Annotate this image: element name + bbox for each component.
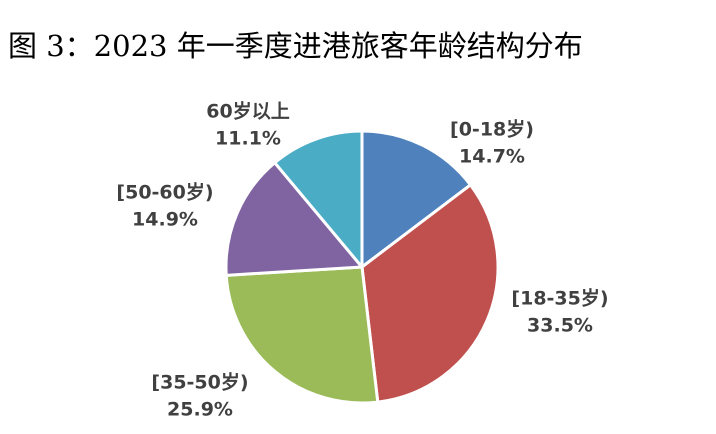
pie-slice [224, 265, 380, 405]
chart-title: 图 3：2023 年一季度进港旅客年龄结构分布 [8, 29, 583, 63]
slice-value-label: 33.5% [527, 315, 593, 337]
slice-value-label: 25.9% [167, 399, 233, 421]
slice-label: [0-18岁) [450, 118, 534, 141]
slice-label: [18-35岁) [511, 287, 608, 310]
slice-label: 60岁以上 [206, 100, 289, 123]
slice-value-label: 11.1% [215, 128, 281, 150]
pie-slice [273, 129, 364, 269]
slice-label: [35-50岁) [151, 371, 248, 394]
pie-slice [224, 161, 364, 277]
slice-label: [50-60岁) [116, 181, 213, 204]
slice-value-label: 14.9% [132, 209, 198, 231]
pie-slice [360, 183, 500, 404]
pie-slice [360, 129, 472, 269]
slice-value-label: 14.7% [459, 146, 525, 168]
